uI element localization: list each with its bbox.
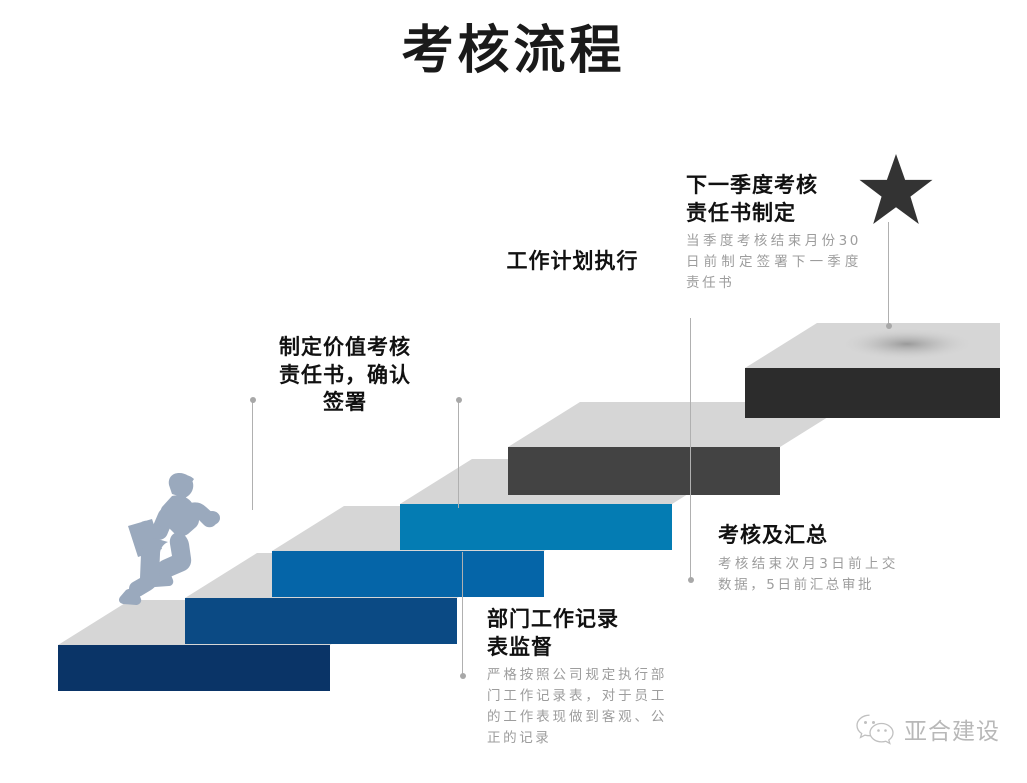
callout-body: 严格按照公司规定执行部门工作记录表，对于员工的工作表现做到客观、公正的记录 [487, 667, 667, 747]
connector-dot [455, 397, 462, 403]
callout-heading: 部门工作记录 表监督 [487, 607, 619, 659]
connector-line-callout-2 [455, 397, 462, 508]
star-icon [859, 154, 933, 224]
callout-heading: 考核及汇总 [718, 523, 828, 547]
connector-dot [249, 397, 256, 403]
step-5-gray-dark [508, 402, 852, 495]
callout-next-quarter-assessment: 下一季度考核 责任书制定 当季度考核结束月份30日前制定签署下一季度责任书 [686, 172, 861, 294]
footer-logo: 亚合建设 [855, 712, 1000, 746]
page-title: 考核流程 [401, 21, 626, 81]
wechat-icon [856, 714, 894, 745]
callout-body: 考核结束次月3日前上交数据，5日前汇总审批 [718, 555, 898, 593]
callout-body: 当季度考核结束月份30日前制定签署下一季度责任书 [686, 233, 861, 292]
connector-line-callout-3 [885, 222, 892, 329]
connector-line-callout-1 [249, 397, 256, 510]
connector-dot [687, 577, 694, 583]
connector-dot [459, 673, 466, 679]
callout-department-record-supervision: 部门工作记录 表监督 严格按照公司规定执行部门工作记录表，对于员工的工作表现做到… [487, 606, 667, 749]
connector-line-callout-4 [687, 318, 694, 583]
callout-assessment-and-summary: 考核及汇总 考核结束次月3日前上交数据，5日前汇总审批 [718, 522, 898, 596]
connector-dot [885, 323, 892, 329]
callout-work-plan-execution: 工作计划执行 [470, 248, 675, 280]
callout-define-value-assessment: 制定价值考核 责任书，确认 签署 [245, 334, 445, 421]
step-6-black-top [745, 323, 1000, 418]
callout-heading: 下一季度考核 责任书制定 [686, 173, 818, 225]
callout-heading: 制定价值考核 责任书，确认 签署 [279, 335, 411, 415]
logo-text: 亚合建设 [904, 719, 1000, 745]
connector-line-callout-5 [459, 552, 466, 679]
callout-heading: 工作计划执行 [506, 249, 639, 273]
businessman-climbing-icon [119, 473, 220, 605]
